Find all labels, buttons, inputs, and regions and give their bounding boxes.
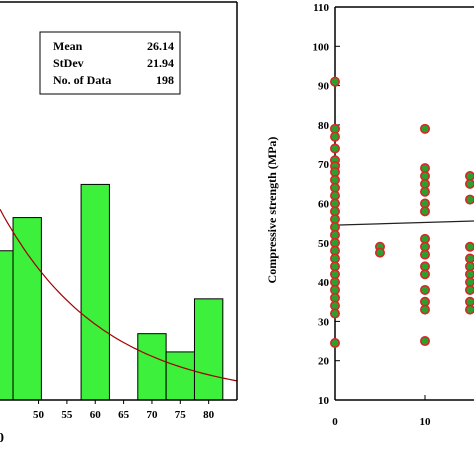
- stats-stdev-value: 21.94: [147, 56, 174, 70]
- scatter-y-tick-3: 40: [318, 277, 330, 289]
- histogram-bar-2: [80, 183, 110, 401]
- histogram-x-tick-3: 65: [118, 409, 130, 421]
- scatter-y-tick-2: 30: [318, 316, 330, 328]
- scatter-y-tick-7: 80: [318, 120, 330, 132]
- scatter-point-45: [465, 178, 474, 189]
- scatter-x-ticks: 01020: [332, 395, 432, 428]
- histogram-bar-1: [12, 217, 42, 401]
- scatter-point-27: [374, 247, 385, 258]
- scatter-y-tick-0: 10: [318, 395, 330, 407]
- stats-mean-value: 26.14: [147, 39, 174, 53]
- histogram-bar-0: [0, 250, 14, 401]
- scatter-point-40: [419, 284, 430, 295]
- scatter-trend-line: [334, 220, 474, 226]
- histogram-x-tick-0: 50: [33, 409, 45, 421]
- scatter-y-tick-9: 100: [313, 41, 330, 53]
- histogram-x-tick-4: 70: [146, 409, 158, 421]
- scatter-point-24: [329, 308, 340, 319]
- histogram-x-tick-5: 75: [175, 409, 187, 421]
- stats-mean-label: Mean: [53, 39, 83, 53]
- scatter-point-42: [419, 304, 430, 315]
- histogram-x-ticks: 50 55 60 65 70 75 80: [33, 400, 215, 421]
- scatter-point-32: [419, 186, 430, 197]
- histogram-fit-curve: [0, 209, 238, 382]
- scatter-x-tick-0: 0: [332, 416, 338, 428]
- scatter-point-43: [419, 336, 430, 347]
- scatter-y-tick-5: 60: [318, 199, 330, 211]
- stats-box: Mean 26.14 StDev 21.94 No. of Data 198: [39, 31, 181, 95]
- scatter-point-39: [419, 269, 430, 280]
- scatter-point-34: [419, 206, 430, 217]
- scatter-y-tick-10: 110: [313, 2, 329, 14]
- histogram-bar-4: [165, 351, 195, 401]
- scatter-y-tick-4: 50: [318, 238, 330, 250]
- scatter-x-tick-1: 10: [420, 416, 432, 428]
- scatter-point-37: [419, 249, 430, 260]
- histogram-x-tick-6: 80: [203, 409, 215, 421]
- histogram-x-tick-1: 55: [61, 409, 73, 421]
- scatter-y-axis-title: Compressive strength (MPa): [265, 137, 279, 284]
- scatter-points: [329, 76, 474, 349]
- scatter-point-54: [465, 304, 474, 315]
- histogram-bars: [0, 183, 224, 401]
- scatter-point-47: [465, 241, 474, 252]
- scatter-point-25: [329, 338, 340, 349]
- scatter-y-tick-6: 70: [318, 159, 330, 171]
- histogram-chart: 50 55 60 65 70 75 80 0 Mean 26.14 StDev 21.94 …: [0, 1, 238, 446]
- scatter-point-3: [329, 143, 340, 154]
- scatter-point-52: [465, 284, 474, 295]
- stats-box-frame: [39, 31, 181, 95]
- histogram-bar-5: [193, 298, 224, 401]
- scatter-y-tick-1: 20: [318, 356, 330, 368]
- histogram-x-label-fragment: 0: [0, 431, 4, 446]
- stats-count-label: No. of Data: [53, 73, 111, 87]
- scatter-y-tick-8: 90: [318, 81, 330, 93]
- histogram-bar-3: [137, 333, 167, 401]
- stats-count-value: 198: [156, 73, 174, 87]
- scatter-point-28: [419, 123, 430, 134]
- stats-stdev-label: StDev: [53, 56, 84, 70]
- scatter-point-0: [329, 76, 340, 87]
- histogram-x-tick-2: 60: [90, 409, 102, 421]
- scatter-point-46: [465, 194, 474, 205]
- scatter-point-2: [329, 131, 340, 142]
